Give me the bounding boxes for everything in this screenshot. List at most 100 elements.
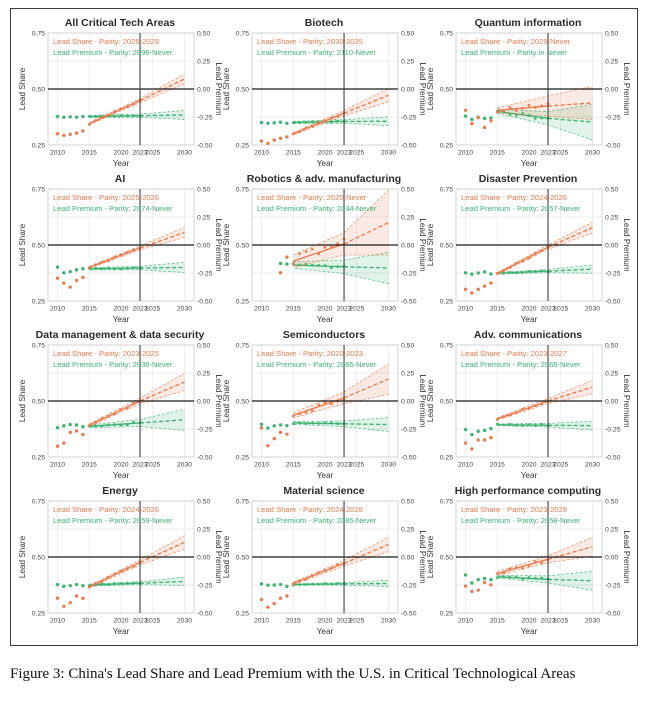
y-left-tick-label: 0.25 (236, 610, 249, 617)
premium-parity-label: Lead Premium - Parity: 2058-Never (461, 516, 581, 525)
x-axis-title: Year (317, 315, 334, 324)
premium-trend-projection (344, 266, 389, 269)
share-observed-point (81, 432, 85, 437)
share-observed-point (100, 580, 104, 583)
y-right-tick-label: 0.25 (197, 214, 210, 221)
premium-observed-point (81, 583, 85, 588)
premium-observed-point (106, 266, 110, 270)
share-observed-point (119, 408, 123, 411)
share-ci-upper-edge (89, 535, 185, 587)
panels-grid: All Critical Tech Areas Lead Share - Pari… (18, 15, 630, 639)
share-observed-point (527, 256, 531, 260)
premium-observed-point (482, 116, 487, 121)
x-tick-label: 2030 (177, 618, 192, 625)
y-right-tick-label: -0.25 (197, 426, 213, 433)
panel-title: All Critical Tech Areas (65, 17, 175, 29)
x-tick-label: 2025 (553, 150, 568, 157)
share-observed-point (310, 574, 314, 577)
share-observed-point (521, 106, 525, 110)
x-tick-label: 2023 (132, 618, 147, 625)
y-left-tick-label: 0.25 (32, 142, 45, 149)
premium-ci-lower-edge (89, 269, 185, 273)
premium-observed-point (310, 263, 314, 267)
y-right-tick-label: -0.50 (401, 298, 417, 305)
y-right-tick-label: 0.00 (401, 242, 414, 249)
y-right-tick-label: -0.50 (605, 454, 621, 461)
premium-observed-point (266, 426, 270, 430)
share-observed-point (94, 263, 98, 267)
premium-observed-point (521, 271, 525, 274)
panel-chart: Disaster Prevention Lead Share - Parity: … (426, 173, 630, 324)
y-right-tick-label: 0.50 (401, 498, 414, 505)
share-observed-point (310, 409, 314, 413)
y-right-tick-label: -0.25 (605, 426, 621, 433)
premium-observed-point (463, 271, 468, 275)
y-left-tick-label: 0.50 (440, 398, 453, 405)
x-tick-label: 2010 (254, 150, 269, 157)
y-right-tick-label: -0.50 (605, 610, 621, 617)
share-observed-point (266, 605, 270, 609)
premium-ci-lower-edge (89, 116, 185, 120)
share-parity-label: Lead Share - Parity: 2024-2026 (461, 193, 567, 202)
x-tick-label: 2025 (349, 462, 364, 469)
share-observed-point (470, 589, 474, 594)
share-observed-point (329, 116, 333, 120)
share-ci-lower-edge (89, 548, 185, 589)
premium-observed-point (527, 576, 531, 579)
share-observed-point (514, 109, 518, 112)
premium-observed-point (540, 116, 544, 120)
share-observed-point (62, 133, 66, 138)
y-left-axis-title: Lead Share (222, 379, 231, 422)
premium-observed-point (132, 420, 136, 424)
y-left-tick-label: 0.50 (32, 242, 45, 249)
premium-ci-lower-edge (293, 122, 389, 127)
premium-ci-band (293, 252, 389, 284)
premium-observed-point (521, 111, 525, 115)
share-ci-upper-edge (293, 88, 389, 134)
y-left-tick-label: 0.75 (32, 342, 45, 349)
premium-trend-projection (140, 580, 185, 584)
premium-ci-band (293, 417, 389, 432)
share-observed-point (74, 594, 79, 598)
share-observed-point (463, 108, 468, 112)
y-right-tick-label: 0.50 (197, 30, 210, 37)
premium-observed-point (470, 272, 474, 276)
premium-parity-label: Lead Premium - Parity in Never (461, 48, 567, 57)
premium-observed-point (68, 115, 72, 119)
premium-observed-point (304, 120, 308, 124)
premium-observed-point (74, 423, 79, 427)
premium-observed-point (310, 582, 314, 586)
premium-observed-point (125, 581, 129, 585)
share-observed-point (119, 253, 123, 257)
share-observed-point (463, 584, 468, 588)
share-observed-point (266, 444, 270, 448)
share-parity-label: Lead Share - Parity: 2024-2028 (257, 505, 363, 514)
premium-observed-point (132, 114, 136, 118)
panel-chart: High performance computing Lead Share - P… (426, 485, 630, 636)
share-ci-lower-edge (293, 254, 389, 268)
x-tick-label: 2030 (381, 462, 396, 469)
y-right-tick-label: -0.25 (401, 426, 417, 433)
premium-observed-point (81, 425, 85, 429)
premium-observed-point (291, 422, 295, 426)
share-observed-point (62, 281, 66, 285)
x-tick-label: 2010 (50, 618, 65, 625)
share-ci-upper-edge (89, 373, 185, 425)
share-observed-point (533, 404, 537, 408)
y-left-tick-label: 0.75 (32, 186, 45, 193)
share-observed-point (489, 119, 493, 123)
y-left-tick-label: 0.25 (236, 142, 249, 149)
share-ci-lower-edge (293, 101, 389, 136)
share-observed-point (489, 583, 493, 587)
share-observed-point (514, 261, 518, 265)
y-right-axis-title: Lead Premium (622, 62, 630, 115)
premium-ci-lower-edge (293, 584, 389, 587)
y-right-tick-label: 0.00 (605, 242, 618, 249)
x-tick-label: 2010 (458, 150, 473, 157)
premium-observed-point (55, 425, 60, 430)
premium-ci-lower-edge (293, 267, 389, 284)
premium-observed-point (68, 269, 72, 274)
share-observed-point (495, 572, 499, 575)
share-observed-point (323, 119, 327, 123)
share-observed-point (508, 266, 512, 269)
